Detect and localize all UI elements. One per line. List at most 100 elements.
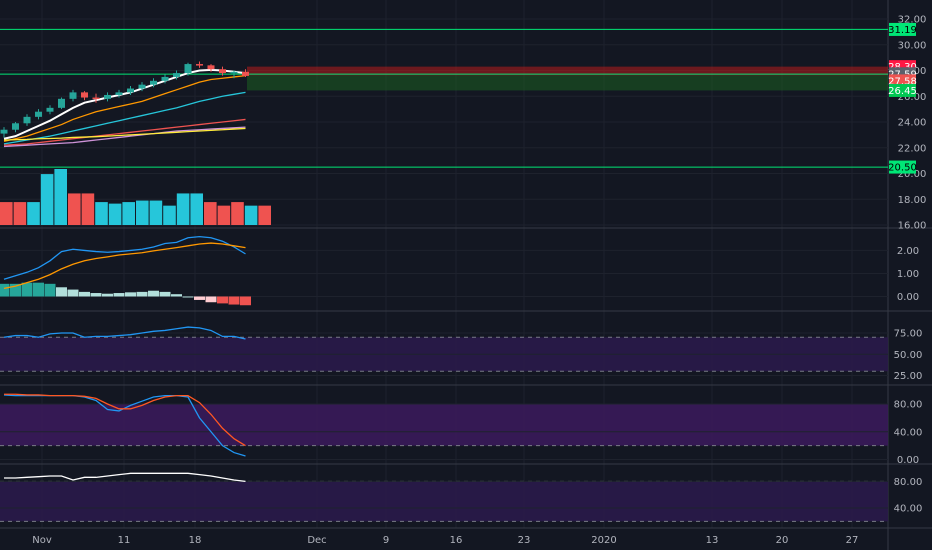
indicator-tick-label: 80.00 xyxy=(894,399,923,410)
macd-histogram-bar xyxy=(67,289,79,297)
volume-bar xyxy=(54,169,67,225)
indicator-panels: 2.00 1.00 0.00 75.00 50.00 25.00 80.00 40.00 0.0… xyxy=(0,235,923,522)
indicator-line xyxy=(4,393,246,447)
time-axis[interactable]: Nov 11 18 Dec 9 16 23 2020 13 20 27 xyxy=(32,535,858,546)
macd-histogram-bar xyxy=(56,287,67,297)
indicator-tick-label: 50.00 xyxy=(894,350,923,361)
volume-bar xyxy=(95,202,108,225)
volume-bar xyxy=(176,193,190,225)
price-zone xyxy=(247,66,888,76)
indicator-tick-label: 75.00 xyxy=(894,329,923,340)
price-badge-label: 31.19 xyxy=(888,25,917,36)
price-tick-label: 24.00 xyxy=(898,118,927,129)
volume-bar xyxy=(81,193,95,225)
moving-average-line xyxy=(3,75,246,142)
indicator-line xyxy=(3,242,246,290)
price-axis[interactable]: 32.0030.0028.0026.0024.0022.0020.0018.00… xyxy=(888,15,926,232)
price-tick-label: 18.00 xyxy=(898,195,927,206)
volume-bars xyxy=(0,169,271,225)
candle-body xyxy=(150,80,157,85)
price-tick-label: 20.00 xyxy=(898,169,927,180)
volume-bar xyxy=(217,205,231,225)
time-axis-label: 16 xyxy=(450,535,463,546)
indicator-tick-label: 0.00 xyxy=(897,455,919,466)
candle-body xyxy=(196,64,203,66)
candle-body xyxy=(127,88,134,93)
volume-bar xyxy=(68,193,81,225)
macd-histogram-bar xyxy=(136,291,148,297)
macd-histogram-bar xyxy=(228,296,240,305)
time-axis-label: Nov xyxy=(32,535,52,546)
price-tick-label: 22.00 xyxy=(898,143,927,154)
macd-histogram-bar xyxy=(44,283,56,297)
candlesticks[interactable] xyxy=(0,61,250,138)
candle-body xyxy=(58,98,65,108)
indicator-tick-label: 25.00 xyxy=(894,371,923,382)
macd-histogram-bar xyxy=(217,296,228,304)
macd-histogram-bar xyxy=(90,293,102,297)
macd-histogram-bar xyxy=(10,283,21,297)
macd-histogram-bar xyxy=(113,293,125,297)
time-axis-label: 23 xyxy=(518,535,531,546)
volume-bar xyxy=(204,202,217,225)
volume-bar xyxy=(13,202,27,225)
macd-histogram-bar xyxy=(194,296,205,300)
time-axis-label: 27 xyxy=(846,535,859,546)
horizontal-levels[interactable] xyxy=(0,28,888,168)
indicator-tick-label: 40.00 xyxy=(894,504,923,515)
time-axis-label: 11 xyxy=(118,535,131,546)
volume-bar xyxy=(244,205,258,225)
price-zone xyxy=(247,75,888,91)
price-badge xyxy=(889,22,916,36)
moving-average-line xyxy=(3,126,246,148)
indicator-tick-label: 1.00 xyxy=(897,269,919,280)
macd-histogram-bar xyxy=(21,282,33,297)
candle-body xyxy=(81,92,88,98)
candle-body xyxy=(230,71,238,74)
macd-histogram-bar xyxy=(171,294,182,297)
price-badge-label: 26.45 xyxy=(888,86,917,97)
moving-average-line xyxy=(3,127,246,141)
moving-average-line xyxy=(3,91,246,145)
indicator-band xyxy=(0,403,888,446)
price-zones xyxy=(247,66,888,91)
candle-body xyxy=(35,111,42,117)
volume-bar xyxy=(231,202,244,225)
moving-average-line xyxy=(3,68,246,140)
indicator-tick-label: 0.00 xyxy=(897,292,919,303)
candle-body xyxy=(173,73,180,77)
candle-body xyxy=(207,65,215,70)
candle-body xyxy=(161,76,169,81)
indicator-band xyxy=(0,481,888,522)
macd-histogram-bar xyxy=(79,291,90,297)
price-badge xyxy=(889,83,916,97)
indicator-tick-label: 80.00 xyxy=(894,477,923,488)
candle-body xyxy=(242,71,249,76)
volume-bar xyxy=(190,193,203,225)
time-axis-label: 20 xyxy=(776,535,789,546)
moving-averages xyxy=(3,68,246,148)
candle-body xyxy=(115,92,123,95)
volume-bar xyxy=(40,174,54,225)
macd-histogram-bar xyxy=(125,292,136,297)
volume-bar xyxy=(149,200,163,225)
volume-bar xyxy=(258,205,271,225)
macd-histogram-bar xyxy=(159,291,171,297)
candle-body xyxy=(69,92,77,99)
time-axis-label: 13 xyxy=(706,535,719,546)
candle-body xyxy=(23,116,31,124)
volume-bar xyxy=(122,202,135,225)
price-tick-label: 16.00 xyxy=(898,221,927,232)
volume-bar xyxy=(136,200,149,225)
volume-bar xyxy=(0,202,13,225)
volume-bar xyxy=(163,205,176,225)
time-axis-label: 18 xyxy=(189,535,202,546)
time-axis-label: Dec xyxy=(307,535,326,546)
moving-average-line xyxy=(3,118,246,146)
macd-histogram-bar xyxy=(102,293,113,297)
candle-body xyxy=(184,64,192,74)
price-tick-label: 30.00 xyxy=(898,40,927,51)
candle-body xyxy=(12,123,19,130)
